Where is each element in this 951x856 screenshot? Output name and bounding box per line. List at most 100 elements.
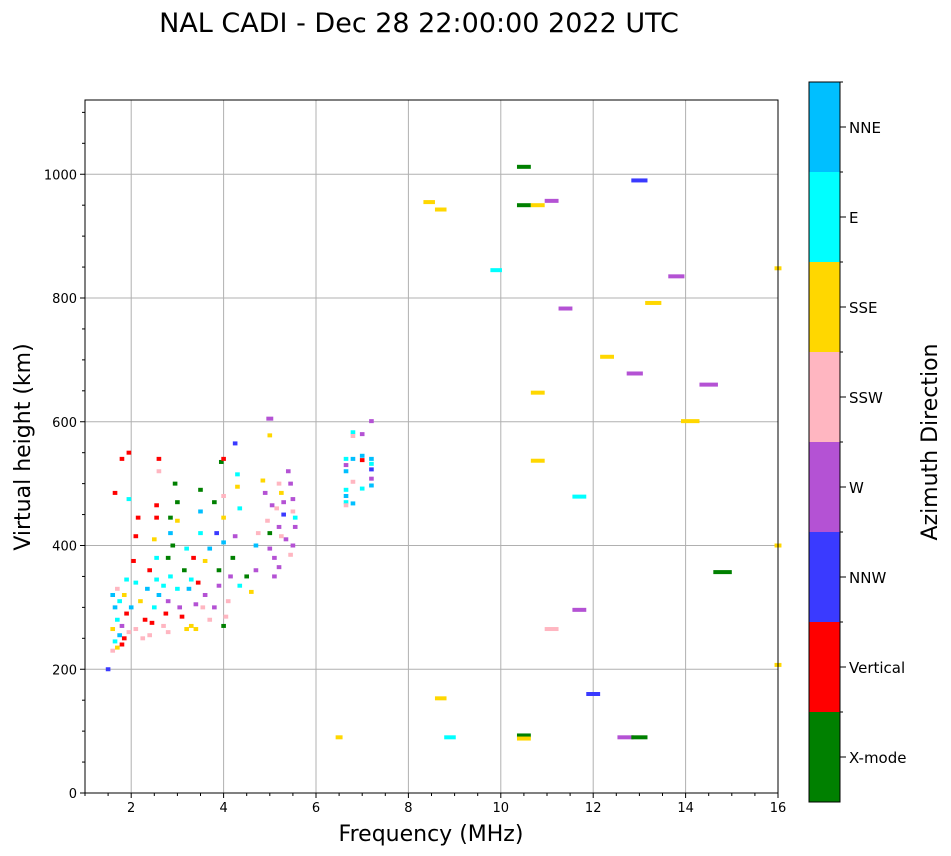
data-point [175,586,180,591]
data-point [188,623,194,628]
colorbar-swatch [809,622,840,712]
data-point [175,500,180,505]
data-point [112,605,118,610]
colorbar-tick-label: Vertical [849,659,905,677]
x-tick-label: 12 [585,801,602,816]
data-point [198,509,203,514]
data-point [281,512,286,517]
chart-title: NAL CADI - Dec 28 22:00:00 2022 UTC [159,8,679,39]
data-point [292,515,298,520]
data-point [359,453,365,458]
data-point [124,577,129,582]
data-point [276,481,282,486]
data-point [207,617,213,622]
data-point [516,733,531,738]
data-point [290,497,296,502]
data-point [617,735,634,740]
data-point [228,574,233,579]
data-point [626,371,643,376]
data-point [149,620,155,625]
colorbar-tick-label: E [849,209,858,227]
data-point [350,430,356,435]
data-point [165,599,171,604]
data-point [680,419,700,424]
data-point [586,692,601,696]
y-axis-label: Virtual height (km) [11,343,36,550]
data-point [179,614,185,619]
data-point [121,593,127,597]
data-point [343,494,349,498]
x-tick-label: 2 [127,801,135,816]
data-point [249,589,254,594]
data-point [272,555,277,560]
data-point [274,506,280,511]
data-point [216,583,222,588]
data-point [115,586,120,591]
data-point [154,503,159,508]
data-point [214,531,219,536]
data-point [237,583,243,588]
data-point [292,524,298,529]
data-point [138,599,143,604]
data-point [156,469,162,474]
data-point [225,599,231,604]
data-point [230,555,236,560]
data-point [490,268,502,273]
data-point [119,623,125,628]
data-point [207,546,213,551]
data-point [202,593,208,597]
data-point [713,570,732,575]
data-point [272,574,277,579]
data-point [212,500,217,505]
data-point [156,456,162,461]
colorbar-swatch [809,712,840,802]
data-point [154,577,159,582]
data-point [112,639,118,644]
data-point [145,586,150,591]
data-point [267,433,273,438]
data-point [142,617,148,622]
data-point [269,503,275,508]
data-point [200,605,206,610]
data-point [235,472,240,477]
data-point [281,500,286,505]
x-axis-label: Frequency (MHz) [339,822,524,847]
data-point [276,524,282,529]
data-point [188,577,194,582]
data-point [343,500,349,505]
data-point [267,531,273,536]
data-point [184,546,189,551]
data-point [645,300,662,305]
data-point [359,458,365,463]
data-point [260,478,266,483]
data-point [177,605,183,610]
data-point [343,503,349,508]
data-point [126,497,132,502]
colorbar-swatch [809,82,840,172]
data-point [191,555,196,560]
data-point [168,574,173,579]
data-point [558,306,573,311]
data-point [279,534,284,539]
data-point [165,630,171,635]
data-point [288,481,293,486]
data-point [175,518,180,523]
data-point [221,515,226,520]
data-point [212,605,217,610]
colorbar-tick-label: NNW [849,569,886,587]
data-point [350,501,356,506]
data-point [110,593,116,597]
colorbar-swatch [809,442,840,532]
data-point [110,627,116,632]
data-point [221,623,226,628]
x-tick-label: 14 [677,801,694,816]
colorbar-tick-label: SSW [849,389,883,407]
data-point [110,648,116,653]
data-point [151,605,157,610]
y-tick-label: 600 [52,416,77,431]
data-point [147,633,152,638]
data-point [423,200,435,205]
data-point [115,617,120,622]
data-point [161,623,166,628]
